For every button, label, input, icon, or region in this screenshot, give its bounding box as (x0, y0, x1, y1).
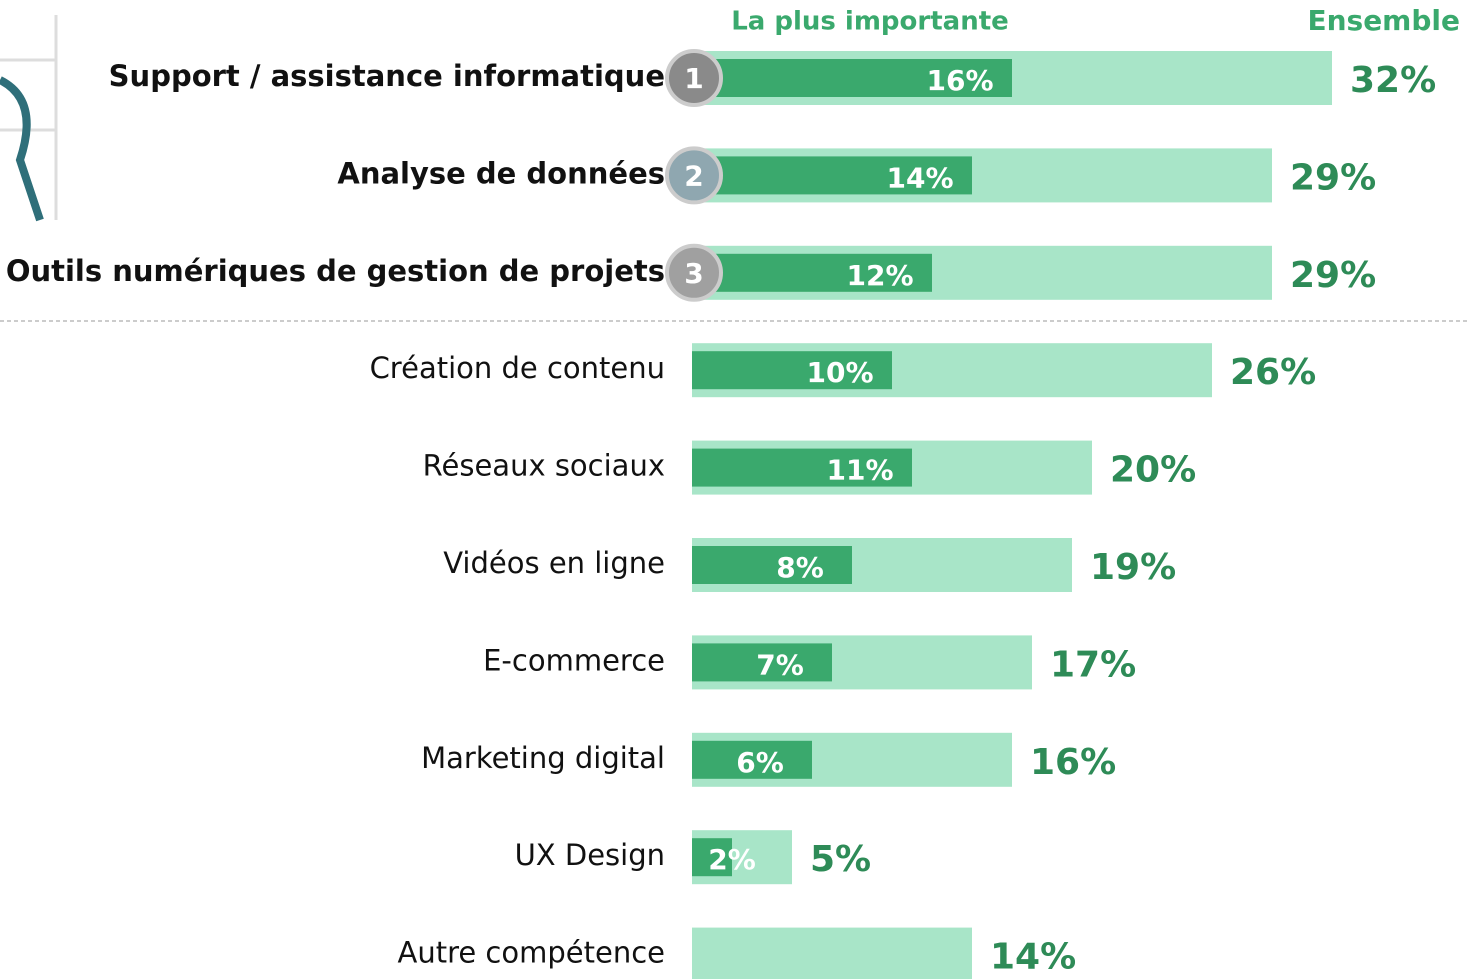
bar-main (692, 643, 832, 682)
value-label-total: 26% (1230, 352, 1316, 393)
value-label-total: 5% (810, 839, 871, 880)
rank-label: 3 (684, 257, 703, 290)
value-label-main: 2% (708, 843, 756, 876)
value-label-main: 7% (756, 648, 804, 681)
value-label-total: 19% (1090, 547, 1176, 588)
bar-main (692, 838, 732, 877)
rank-badge (665, 146, 723, 205)
value-label-main: 16% (926, 64, 993, 97)
bar-total (692, 927, 972, 979)
bar-main (692, 59, 1012, 97)
bar-main (692, 546, 852, 584)
bar-main (692, 351, 892, 390)
value-label-total: 17% (1050, 644, 1136, 685)
category-label: Outils numériques de gestion de projets (6, 254, 665, 288)
bar-main (692, 156, 972, 195)
rank-label: 2 (684, 159, 703, 192)
category-label: Marketing digital (421, 741, 665, 775)
category-label: UX Design (515, 838, 665, 872)
illustration (0, 15, 58, 222)
rank-badge (665, 243, 723, 302)
value-label-total: 29% (1290, 157, 1376, 198)
category-label: Autre compétence (398, 936, 666, 970)
value-label-total: 14% (990, 937, 1076, 978)
value-label-total: 16% (1030, 742, 1116, 783)
value-label-main: 10% (806, 356, 873, 389)
value-label-total: 20% (1110, 450, 1196, 491)
category-label: Création de contenu (370, 351, 665, 385)
value-label-total: 32% (1350, 60, 1436, 101)
bar-main (692, 740, 812, 779)
legend-label: La plus importante (731, 7, 1009, 37)
category-label: Vidéos en ligne (443, 546, 665, 580)
category-label: Réseaux sociaux (423, 449, 665, 483)
bar-main (692, 253, 932, 292)
category-label: E-commerce (483, 643, 665, 677)
category-label: Support / assistance informatique (109, 59, 665, 93)
rank-label: 1 (684, 62, 703, 95)
value-label-main: 6% (736, 746, 784, 779)
value-label-main: 12% (846, 259, 913, 292)
value-label-total: 29% (1290, 255, 1376, 296)
category-label: Analyse de données (337, 156, 665, 190)
value-label-main: 11% (826, 454, 893, 487)
rank-badge (665, 49, 723, 107)
bar-main (692, 448, 912, 487)
legend-label: Ensemble (1307, 4, 1460, 37)
value-label-main: 8% (776, 551, 824, 584)
value-label-main: 14% (886, 161, 953, 194)
